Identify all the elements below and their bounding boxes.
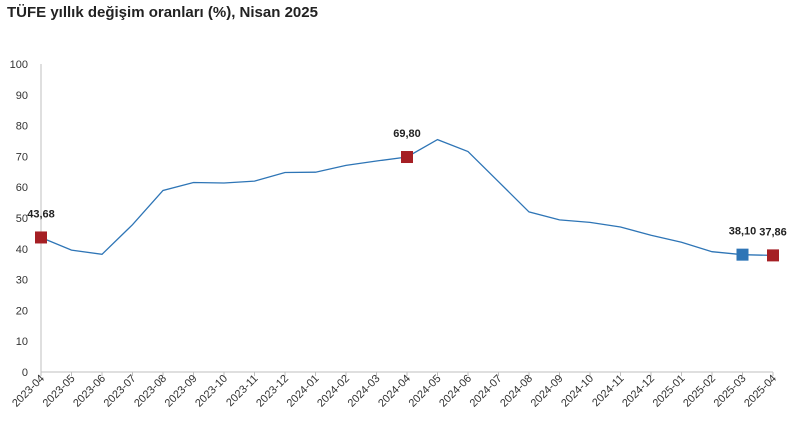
highlight-marker [767, 249, 779, 262]
x-tick-label: 2024-05 [407, 373, 444, 410]
x-tick-label: 2023-09 [163, 373, 200, 410]
x-tick-label: 2023-05 [41, 373, 78, 410]
x-tick-label: 2024-10 [559, 373, 596, 410]
data-label: 37,86 [759, 226, 787, 238]
x-tick-label: 2024-02 [315, 373, 352, 410]
x-tick-label: 2023-08 [132, 373, 169, 410]
y-tick-label: 90 [16, 90, 28, 102]
x-tick-label: 2024-01 [285, 373, 322, 410]
y-tick-label: 30 [16, 275, 28, 287]
x-tick-label: 2023-06 [71, 373, 108, 410]
highlight-marker [401, 151, 413, 164]
x-tick-label: 2023-10 [193, 373, 230, 410]
y-tick-label: 50 [16, 213, 28, 225]
highlight-markers [35, 151, 779, 262]
y-tick-label: 10 [16, 336, 28, 348]
y-tick-label: 70 [16, 151, 28, 163]
y-tick-label: 100 [10, 59, 28, 71]
highlight-marker [35, 231, 47, 244]
x-tick-label: 2024-06 [437, 373, 474, 410]
x-tick-label: 2025-02 [681, 373, 718, 410]
x-tick-label: 2025-03 [712, 373, 749, 410]
highlight-marker [736, 248, 749, 261]
x-tick-label: 2023-12 [254, 373, 291, 410]
x-tick-label: 2024-07 [468, 373, 505, 410]
x-axis-ticks: 2023-042023-052023-062023-072023-082023-… [10, 372, 779, 410]
y-axis-ticks: 0 10 20 30 40 50 60 70 80 90 100 [10, 59, 28, 379]
x-tick-label: 2023-04 [10, 373, 47, 410]
data-label: 43,68 [27, 208, 55, 220]
axes [40, 64, 773, 373]
data-labels: 43,68 69,80 38,10 37,86 [27, 128, 787, 238]
x-tick-label: 2025-04 [742, 373, 779, 410]
x-tick-label: 2023-07 [102, 373, 139, 410]
y-tick-label: 40 [16, 244, 28, 256]
chart-title: TÜFE yıllık değişim oranları (%), Nisan … [7, 4, 318, 21]
x-tick-label: 2024-09 [529, 373, 566, 410]
y-tick-label: 0 [22, 367, 28, 379]
x-tick-label: 2024-12 [620, 373, 657, 410]
x-tick-label: 2024-08 [498, 373, 535, 410]
y-tick-label: 80 [16, 121, 28, 133]
x-tick-label: 2024-04 [376, 373, 413, 410]
y-tick-label: 20 [16, 305, 28, 317]
data-label: 38,10 [729, 226, 757, 238]
y-tick-label: 60 [16, 182, 28, 194]
data-label: 69,80 [393, 128, 421, 140]
x-tick-label: 2025-01 [651, 373, 688, 410]
x-tick-label: 2024-03 [346, 373, 383, 410]
